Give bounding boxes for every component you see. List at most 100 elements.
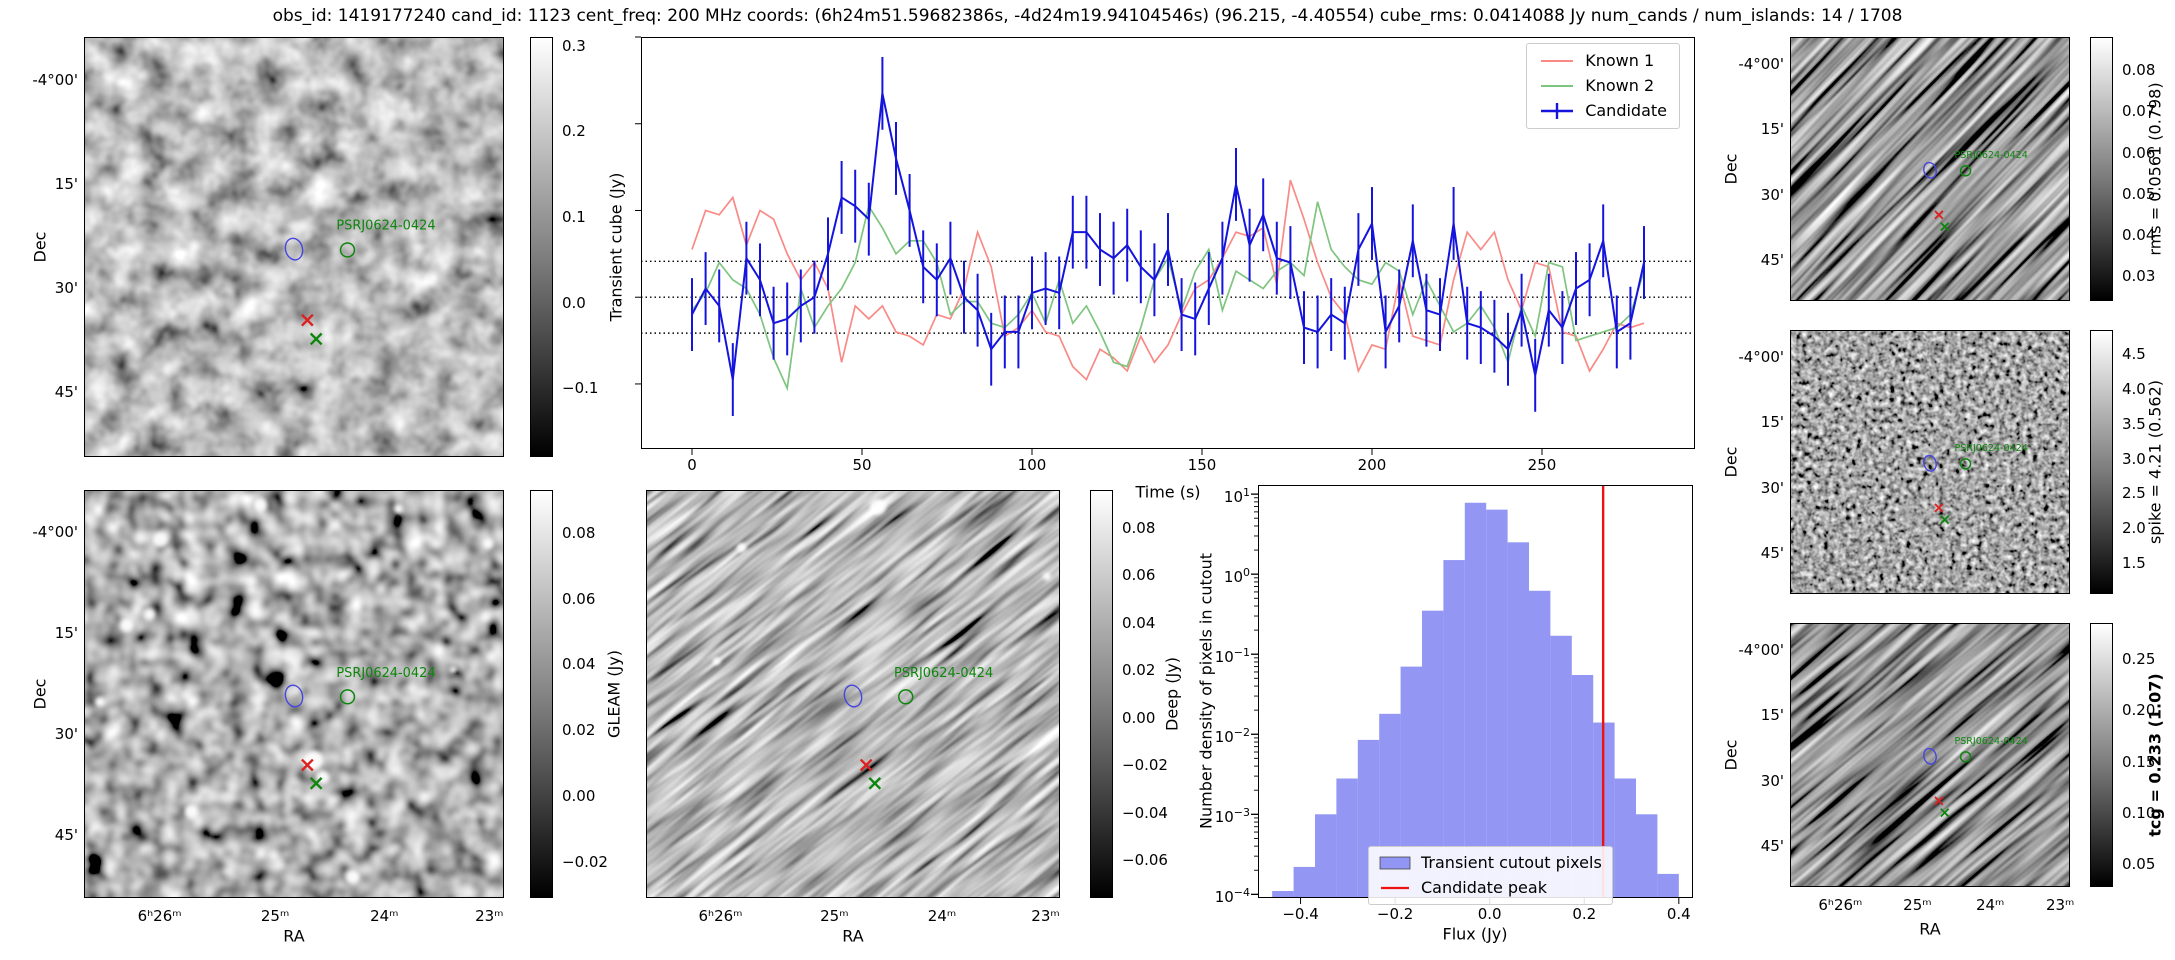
colorbar-tick-label: 0.00 [562, 787, 596, 805]
legend-entry: Candidate [1539, 101, 1667, 121]
colorbar-tick-label: 0.08 [562, 523, 596, 542]
source-x-marker [868, 777, 882, 790]
legend-entry: Known 2 [1539, 76, 1667, 96]
annotation-overlay: PSRJ0624-0424 [1923, 736, 2028, 818]
dec-axis-label: Dec [30, 231, 50, 263]
lightcurve-plot [635, 36, 1695, 455]
annotation-overlay: PSRJ0624-0424 [1923, 150, 2028, 232]
known-source-circle [339, 689, 356, 705]
colorbar-tick-label: −0.1 [562, 379, 599, 398]
candidate-x-marker [301, 758, 314, 772]
spike-colorbar [2090, 330, 2113, 594]
source-x-marker [1940, 222, 1950, 232]
histogram-yaxis-label: Number density of pixels in cutout [1196, 553, 1216, 829]
candidate-contour [1923, 161, 1937, 179]
colorbar-tick-label: 0.3 [562, 36, 586, 55]
ra-axis-label: RA [842, 926, 864, 946]
y-tick-label: 100 [1223, 566, 1250, 587]
ra-tick-label: 6ʰ26ᵐ [137, 907, 182, 925]
x-tick-label: 200 [1357, 456, 1387, 474]
colorbar-tick-label: 4.5 [2122, 345, 2146, 364]
transient-cutout-panel: PSRJ0624-0424 [84, 37, 504, 457]
dec-axis-label: Dec [1721, 739, 1741, 771]
histogram-bars [1272, 502, 1679, 898]
legend-line-swatch [1541, 85, 1574, 87]
candidate-x-marker [1934, 503, 1944, 513]
dec-tick-label: 15' [1760, 120, 1784, 139]
ra-tick-label: 25ᵐ [1903, 896, 1932, 914]
x-tick-label: 50 [852, 456, 872, 474]
x-tick-label: 100 [1017, 456, 1047, 474]
histogram-xaxis-label: Flux (Jy) [1442, 924, 1508, 944]
colorbar-tick-label: 3.0 [2122, 449, 2146, 468]
legend-label: Candidate [1585, 101, 1667, 120]
grayscale-noise-image [1791, 38, 2069, 300]
rms-cutout-panel: PSRJ0624-0424 [1790, 37, 2070, 301]
known-source-label: PSRJ0624-0424 [1954, 150, 2027, 161]
colorbar-tick-label: 0.10 [2122, 804, 2156, 823]
x-tick-label: 250 [1527, 456, 1557, 474]
x-tick-label: 0.0 [1477, 905, 1502, 923]
dec-tick-label: 15' [54, 175, 78, 193]
legend-entry: Known 1 [1539, 51, 1667, 71]
candidate-x-marker [1934, 210, 1944, 220]
legend-patch-swatch [1379, 856, 1411, 870]
dec-tick-label: 45' [1760, 837, 1784, 856]
colorbar-tick-label: 0.08 [2122, 61, 2156, 79]
grayscale-noise-image [85, 491, 503, 897]
annotation-overlay: PSRJ0624-0424 [1923, 443, 2028, 525]
y-tick-label: 10−2 [1214, 726, 1250, 747]
y-tick-label: 101 [1223, 486, 1250, 507]
candidate-contour [284, 684, 304, 708]
colorbar-tick-label: 0.04 [1122, 613, 1156, 632]
dec-tick-label: -4°00' [32, 71, 78, 90]
known-source-circle [1959, 165, 1972, 177]
known-source-label: PSRJ0624-0424 [1954, 443, 2027, 454]
histogram-legend: Transient cutout pixels Candidate peak [1368, 846, 1613, 905]
dec-tick-label: 45' [1760, 544, 1784, 563]
candidate-x-marker [301, 313, 314, 327]
known-source-circle [1959, 458, 1972, 470]
figure-title: obs_id: 1419177240 cand_id: 1123 cent_fr… [272, 6, 1903, 26]
candidate-contour [843, 684, 863, 708]
dec-tick-label: 45' [1760, 251, 1784, 270]
legend-line-swatch [1541, 60, 1574, 62]
known-source-label: PSRJ0624-0424 [336, 666, 435, 681]
colorbar-tick-label: 0.0 [562, 293, 586, 312]
colorbar-tick-label: 0.08 [1122, 518, 1156, 537]
colorbar-tick-label: 0.00 [1122, 708, 1156, 727]
colorbar-tick-label: 0.15 [2122, 752, 2156, 771]
annotation-overlay: PSRJ0624-0424 [284, 218, 436, 346]
plot-frame [641, 37, 1695, 449]
dec-axis-label: Dec [1721, 153, 1741, 185]
candidate-contour [1923, 747, 1937, 765]
colorbar-tick-label: −0.02 [1122, 756, 1168, 775]
known-source-circle [1959, 751, 1972, 763]
colorbar-tick-label: 0.25 [2122, 649, 2156, 668]
x-tick-label: 0.2 [1572, 905, 1597, 923]
candidate-x-marker [859, 758, 873, 772]
annotation-overlay: PSRJ0624-0424 [284, 666, 436, 790]
legend-entry: Transient cutout pixels [1379, 853, 1602, 873]
colorbar-tick-label: 0.05 [2122, 184, 2156, 203]
x-tick-label: 150 [1187, 456, 1217, 474]
bright-sources [712, 498, 1052, 666]
known-source-label: PSRJ0624-0424 [894, 666, 993, 681]
colorbar-tick-label: 0.04 [562, 655, 596, 674]
dec-tick-label: 30' [54, 724, 78, 743]
annotation-overlay: PSRJ0624-0424 [843, 666, 993, 790]
colorbar-tick-label: 0.03 [2122, 267, 2156, 286]
dec-axis-label: Dec [1721, 446, 1741, 478]
x-tick-label: −0.2 [1376, 905, 1414, 923]
x-tick-label: 0.4 [1666, 905, 1691, 923]
legend-entry: Candidate peak [1379, 878, 1602, 898]
ra-tick-label: 23ᵐ [475, 907, 504, 925]
source-x-marker [309, 332, 323, 346]
ra-tick-label: 6ʰ26ᵐ [1818, 896, 1863, 914]
flux-histogram-plot [1251, 485, 1693, 904]
x-tick-label: 0 [687, 456, 697, 474]
dec-tick-label: 15' [1760, 706, 1784, 725]
colorbar-tick-label: 0.04 [2122, 226, 2156, 244]
deep-colorbar [1090, 490, 1113, 898]
